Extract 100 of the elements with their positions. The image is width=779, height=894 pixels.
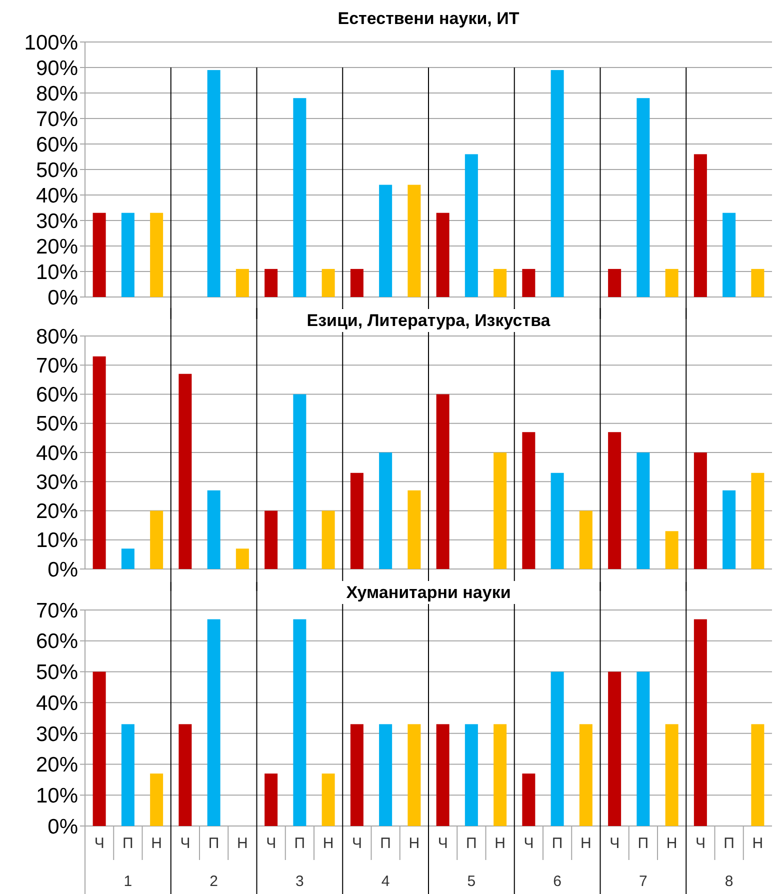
bar: [494, 724, 507, 826]
bar: [150, 212, 164, 297]
bar: [436, 724, 450, 826]
y-tick-label: 10%: [36, 260, 78, 284]
y-tick-label: 80%: [36, 82, 78, 106]
text: П: [724, 835, 734, 852]
bar: [579, 510, 592, 569]
y-tick-label: 50%: [36, 412, 78, 436]
x-tick-label: 4: [381, 873, 390, 890]
chart-title: Хуманитарни науки: [346, 583, 511, 602]
bar: [92, 212, 106, 297]
bar: [121, 212, 134, 297]
bar: [608, 672, 622, 826]
text: Н: [494, 835, 506, 852]
bar: [379, 184, 392, 297]
series-label: П: [122, 835, 134, 852]
x-tick-label: 5: [467, 873, 476, 890]
text: Н: [408, 835, 420, 852]
bar: [408, 184, 421, 297]
bar: [722, 490, 736, 569]
chart-title: Естествени науки, ИТ: [338, 9, 520, 28]
bar: [665, 531, 678, 569]
text: Ч: [695, 835, 706, 852]
y-tick-label: 20%: [36, 235, 78, 258]
y-tick-label: 50%: [36, 661, 78, 684]
bar: [322, 774, 335, 826]
text: П: [208, 835, 220, 852]
y-tick-label: 40%: [36, 442, 78, 465]
series-label: Н: [151, 835, 162, 852]
chart-title: Езици, Литература, Изкуства: [306, 311, 551, 330]
y-tick-label: 40%: [36, 184, 78, 208]
bar: [464, 724, 478, 826]
x-tick-label: 3: [296, 873, 304, 890]
x-tick-label: 1: [124, 873, 132, 890]
text: Н: [237, 835, 248, 852]
y-tick-label: 90%: [36, 56, 78, 80]
x-tick-label: 8: [724, 873, 734, 890]
y-tick-label: 60%: [36, 384, 78, 407]
bar: [522, 774, 536, 826]
y-tick-label: 50%: [36, 158, 78, 182]
bar: [293, 619, 306, 826]
text: П: [638, 835, 649, 852]
text: Ч: [180, 835, 190, 852]
text: Н: [322, 835, 334, 852]
bar: [408, 724, 421, 826]
bar: [293, 394, 306, 569]
y-tick-label: 60%: [36, 630, 78, 654]
y-tick-label: 70%: [36, 599, 78, 622]
y-tick-label: 70%: [36, 108, 78, 131]
bar: [322, 268, 335, 297]
bar: [694, 452, 707, 569]
series-label: Ч: [94, 835, 104, 852]
text: П: [380, 835, 391, 852]
bar: [636, 98, 650, 297]
bar: [751, 724, 764, 826]
y-tick-label: 30%: [36, 470, 78, 494]
bar: [522, 432, 536, 569]
y-tick-label: 30%: [36, 210, 78, 233]
bar: [608, 268, 622, 297]
text: Н: [580, 835, 592, 852]
x-tick-label: 2: [210, 873, 218, 890]
bar: [636, 452, 650, 569]
bar: [207, 490, 220, 569]
bar: [150, 510, 164, 569]
bar: [665, 268, 678, 297]
bar: [608, 432, 622, 569]
bar: [436, 394, 450, 569]
bar: [751, 472, 764, 569]
bar: [264, 510, 278, 569]
text: Ч: [266, 835, 276, 852]
bar: [464, 154, 478, 297]
bar: [550, 70, 564, 297]
y-tick-label: 0%: [48, 815, 78, 838]
bar: [694, 154, 707, 297]
y-tick-label: 60%: [36, 133, 78, 156]
bar: [293, 98, 306, 297]
y-tick-label: 20%: [36, 754, 78, 777]
text: П: [294, 835, 306, 852]
y-tick-label: 80%: [36, 325, 78, 348]
y-tick-label: 10%: [36, 529, 78, 552]
y-tick-label: 30%: [36, 722, 78, 746]
y-tick-label: 40%: [36, 692, 78, 715]
text: Ч: [438, 835, 448, 852]
bar: [494, 268, 507, 297]
bar: [207, 70, 220, 297]
bar: [322, 510, 335, 569]
bar: [494, 452, 507, 569]
y-tick-label: 0%: [48, 558, 78, 582]
x-tick-label: 6: [553, 873, 562, 890]
bar: [350, 268, 364, 297]
bar: [236, 548, 249, 569]
text: Н: [752, 835, 764, 852]
y-tick-label: 20%: [36, 500, 78, 524]
y-tick-label: 0%: [48, 286, 78, 310]
x-tick-label: 7: [639, 873, 648, 890]
bar: [408, 490, 421, 569]
bar: [436, 212, 450, 297]
y-tick-label: 70%: [36, 354, 78, 378]
bar: [350, 724, 364, 826]
bar: [150, 774, 164, 826]
